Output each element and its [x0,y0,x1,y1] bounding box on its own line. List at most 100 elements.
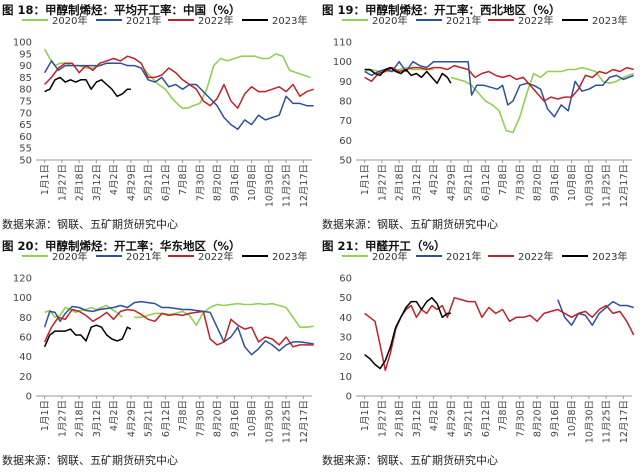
legend-label-3: 2022年 [198,250,233,263]
y-tick-label: 120 [13,274,32,285]
x-tick-label: 8月20日 [533,400,544,437]
x-tick-label: 2月18日 [395,164,406,201]
chart-source-1: 数据来源：钢联、五矿期货研究中心 [2,218,178,231]
y-tick-label: 70 [19,108,32,119]
x-tick-label: 1月1日 [360,400,371,431]
x-tick-label: 8月20日 [213,400,224,437]
y-tick-label: 65 [19,120,32,131]
y-tick-label: 110 [333,38,352,49]
series-line-2023年 [43,324,132,348]
chart-source-2: 数据来源：钢联、五矿期货研究中心 [322,218,498,231]
x-tick-label: 11月25日 [282,164,293,207]
y-tick-label: 80 [339,97,352,108]
x-tick-label: 2月18日 [75,164,86,201]
chart-panel-2: 图 19：甲醇制烯烃：开工率：西北地区（%） 2020年 2021年 2022年 20… [320,0,640,236]
x-tick-label: 5月21日 [464,400,475,437]
y-tick-label: 85 [19,73,32,84]
x-tick-label: 8月20日 [213,164,224,201]
x-tick-label: 5月21日 [464,164,475,201]
x-tick-label: 6月12日 [161,164,172,201]
x-tick-label: 9月16日 [230,400,241,437]
series-line-2022年 [364,64,634,102]
y-tick-label: 0 [346,392,352,403]
chart-title-3: 图 20：甲醇制烯烃：开工率：华东地区（%） [2,239,241,253]
x-tick-label: 10月30日 [264,164,275,207]
x-tick-label: 11月25日 [602,400,613,443]
chart-svg-4: 2020年 2021年 2022年 2023年 0 10 20 30 40 50 60 1月1日 1月2… [339,250,635,443]
x-tick-label: 3月12日 [412,400,423,437]
x-tick-label: 10月30日 [584,400,595,443]
chart-title-1: 图 18：甲醇制烯烃：平均开工率：中国（%） [2,3,241,17]
x-tick-label: 2月18日 [395,400,406,437]
x-tick-label: 6月12日 [161,400,172,437]
chart-source-3: 数据来源：钢联、五矿期货研究中心 [2,454,178,467]
series-line-2020年 [364,66,434,73]
series-line-2023年 [364,296,451,370]
x-tick-label: 4月29日 [446,400,457,437]
x-tick-label: 6月12日 [481,164,492,201]
y-tick-label: 80 [19,85,32,96]
chart-svg-1: 2020年 2021年 2022年 2023年 50556065707580859095… [13,14,314,207]
legend-label-2: 2021年 [126,250,161,263]
x-tick-label: 11月25日 [282,400,293,443]
x-tick-label: 1月1日 [40,400,51,431]
x-tick-label: 7月30日 [515,400,526,437]
x-tick-label: 3月12日 [412,164,423,201]
x-tick-label: 6月12日 [481,400,492,437]
x-tick-label: 7月8日 [498,400,509,431]
x-tick-label: 3月12日 [92,164,103,201]
x-tick-label: 1月27日 [57,164,68,201]
x-tick-label: 9月16日 [550,164,561,201]
chart-title-2: 图 19：甲醇制烯烃：开工率：西北地区（%） [322,3,561,17]
x-tick-label: 4月2日 [429,400,440,431]
y-tick-label: 60 [339,274,352,285]
x-tick-label: 10月8日 [247,400,258,437]
x-tick-label: 7月8日 [178,400,189,431]
x-tick-label: 12月17日 [299,400,310,443]
legend-label-1: 2020年 [372,250,407,263]
x-tick-label: 10月30日 [584,164,595,207]
x-tick-label: 1月27日 [57,400,68,437]
y-tick-label: 100 [13,293,32,304]
series-line-2021年 [557,299,634,326]
y-tick-label: 60 [19,333,32,344]
x-tick-label: 5月21日 [144,400,155,437]
y-tick-label: 50 [339,156,352,167]
legend-label-1: 2020年 [52,14,87,27]
y-tick-label: 60 [339,136,352,147]
legend-label-4: 2023年 [592,250,627,263]
x-tick-label: 3月12日 [92,400,103,437]
x-tick-label: 12月17日 [619,400,630,443]
x-tick-label: 5月21日 [144,164,155,201]
x-tick-label: 9月16日 [550,400,561,437]
x-tick-label: 4月2日 [109,400,120,431]
series-line-2022年 [44,55,314,109]
chart-title-4: 图 21：甲醛开工（%） [322,239,446,253]
x-tick-label: 7月30日 [195,164,206,201]
x-tick-label: 12月17日 [619,164,630,207]
y-tick-label: 50 [19,156,32,167]
legend-label-4: 2023年 [272,14,307,27]
series-line-2020年 [144,52,311,109]
series-line-2023年 [364,66,452,85]
x-tick-label: 11月25日 [602,164,613,207]
legend-label-3: 2022年 [198,14,233,27]
y-tick-label: 75 [19,97,32,108]
x-tick-label: 8月20日 [533,164,544,201]
y-tick-label: 60 [19,132,32,143]
y-tick-label: 10 [339,372,352,383]
x-tick-label: 9月16日 [230,164,241,201]
y-tick-label: 90 [339,77,352,88]
chart-svg-3: 2020年 2021年 2022年 2023年 0 20 40 60 80 100 120 1月1日 1… [13,250,314,443]
series-line-2021年 [43,300,314,356]
y-tick-label: 50 [339,293,352,304]
y-tick-label: 90 [19,61,32,72]
series-line-2021年 [364,60,634,118]
y-tick-label: 40 [19,352,32,363]
legend-label-4: 2023年 [592,14,627,27]
series-line-2020年 [450,66,634,134]
x-tick-label: 4月2日 [109,164,120,195]
x-tick-label: 7月8日 [178,164,189,195]
legend-label-3: 2022年 [518,14,553,27]
x-tick-label: 10月8日 [567,164,578,201]
